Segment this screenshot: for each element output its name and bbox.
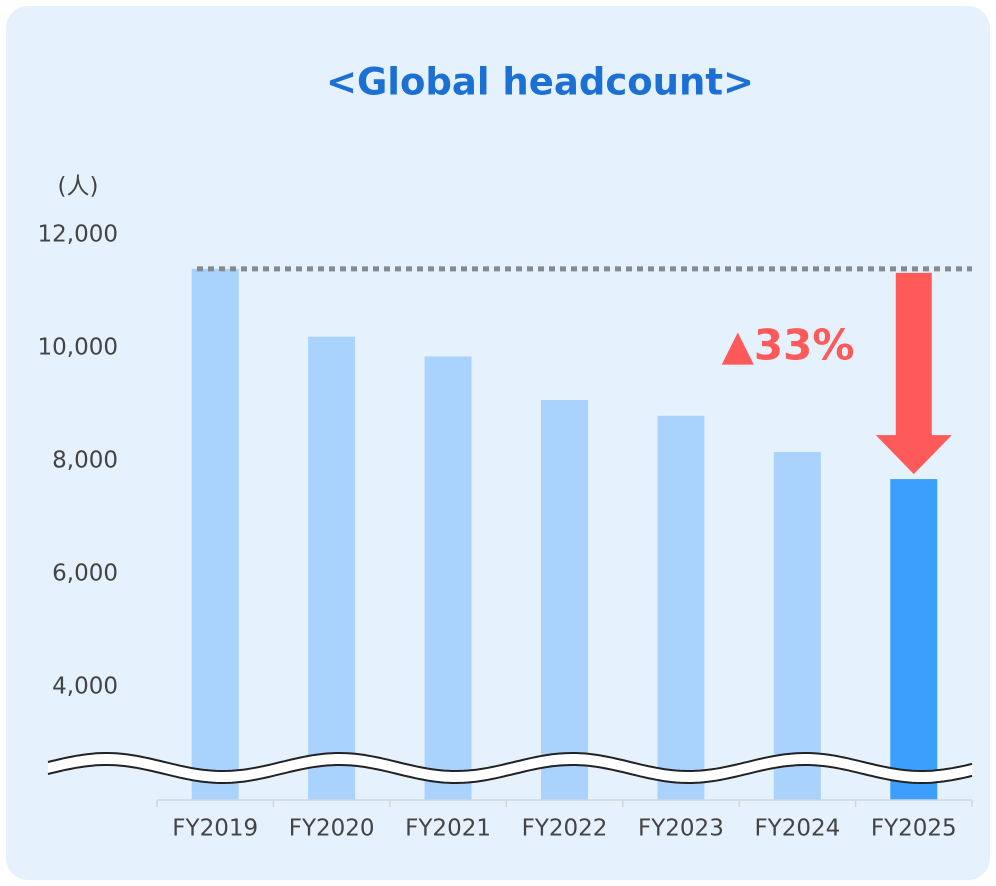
panel: [6, 6, 990, 880]
bar: [657, 415, 705, 800]
bar: [890, 479, 938, 800]
y-unit-label: (人): [58, 174, 99, 200]
x-tick-label: FY2020: [289, 816, 375, 842]
x-tick-label: FY2024: [754, 816, 840, 842]
x-tick-label: FY2022: [522, 816, 608, 842]
y-tick-label: 6,000: [52, 561, 118, 587]
axis-break-band: [48, 753, 972, 783]
y-tick-label: 10,000: [38, 335, 118, 361]
x-tick-label: FY2025: [871, 816, 957, 842]
x-tick-label: FY2021: [405, 816, 491, 842]
chart-title: <Global headcount>: [326, 61, 754, 104]
bar: [773, 451, 821, 800]
annotation: ▲33%: [722, 321, 855, 370]
x-tick-label: FY2019: [172, 816, 258, 842]
y-tick-label: 4,000: [52, 674, 118, 700]
bar: [541, 399, 588, 800]
axis-break-line: [47, 764, 973, 784]
bar: [191, 268, 239, 800]
bar: [424, 356, 472, 800]
axis-break-line: [47, 752, 973, 772]
bar: [308, 336, 356, 800]
y-tick-label: 12,000: [38, 222, 118, 248]
y-tick-label: 8,000: [52, 448, 118, 474]
change-arrow: [875, 272, 952, 475]
x-tick-label: FY2023: [638, 816, 724, 842]
